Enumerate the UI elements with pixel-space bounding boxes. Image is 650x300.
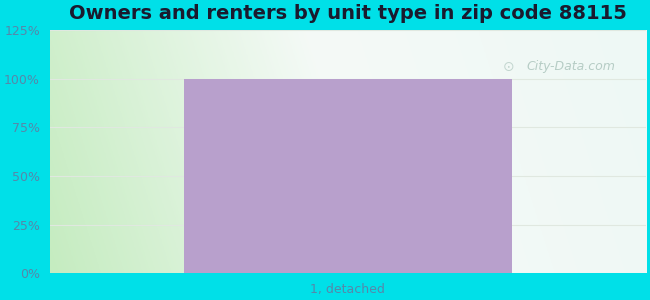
Text: City-Data.com: City-Data.com — [526, 60, 616, 73]
Bar — [184, 79, 512, 273]
Title: Owners and renters by unit type in zip code 88115: Owners and renters by unit type in zip c… — [69, 4, 627, 23]
Text: ⊙: ⊙ — [503, 60, 515, 74]
